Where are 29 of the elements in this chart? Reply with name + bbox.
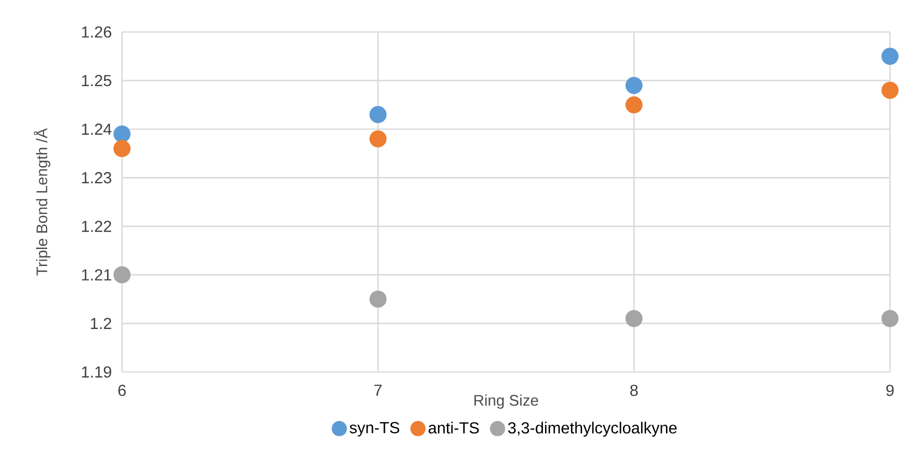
point (369, 130, 387, 148)
point (881, 82, 899, 99)
point (625, 76, 643, 94)
point (369, 290, 387, 308)
point (881, 48, 899, 65)
point (369, 106, 387, 124)
x-tick-label: 7 (374, 384, 382, 396)
point (881, 310, 899, 328)
y-tick-label: 1.2 (90, 318, 112, 329)
y-axis-title: Triple Bond Length /Å (34, 128, 50, 276)
x-tick-label: 6 (118, 384, 126, 396)
x-axis-title: Ring Size (474, 394, 538, 409)
legend-label: syn-TS (350, 422, 400, 436)
y-tick-label: 1.24 (82, 124, 112, 135)
point (625, 310, 643, 328)
point (113, 125, 131, 143)
y-tick-label: 1.19 (82, 366, 112, 378)
x-tick-label: 8 (630, 384, 638, 396)
point (625, 96, 643, 114)
y-tick-label: 1.26 (82, 26, 112, 38)
point (113, 140, 131, 158)
x-tick-label: 9 (886, 384, 894, 396)
y-tick-label: 1.21 (82, 269, 112, 280)
y-tick-label: 1.22 (82, 220, 112, 232)
legend-label: 3,3-dimethylcycloalkyne (508, 422, 677, 437)
point (113, 266, 131, 284)
legend-label: anti-TS (428, 422, 479, 434)
y-tick-label: 1.23 (82, 172, 112, 184)
y-tick-label: 1.25 (82, 74, 112, 86)
